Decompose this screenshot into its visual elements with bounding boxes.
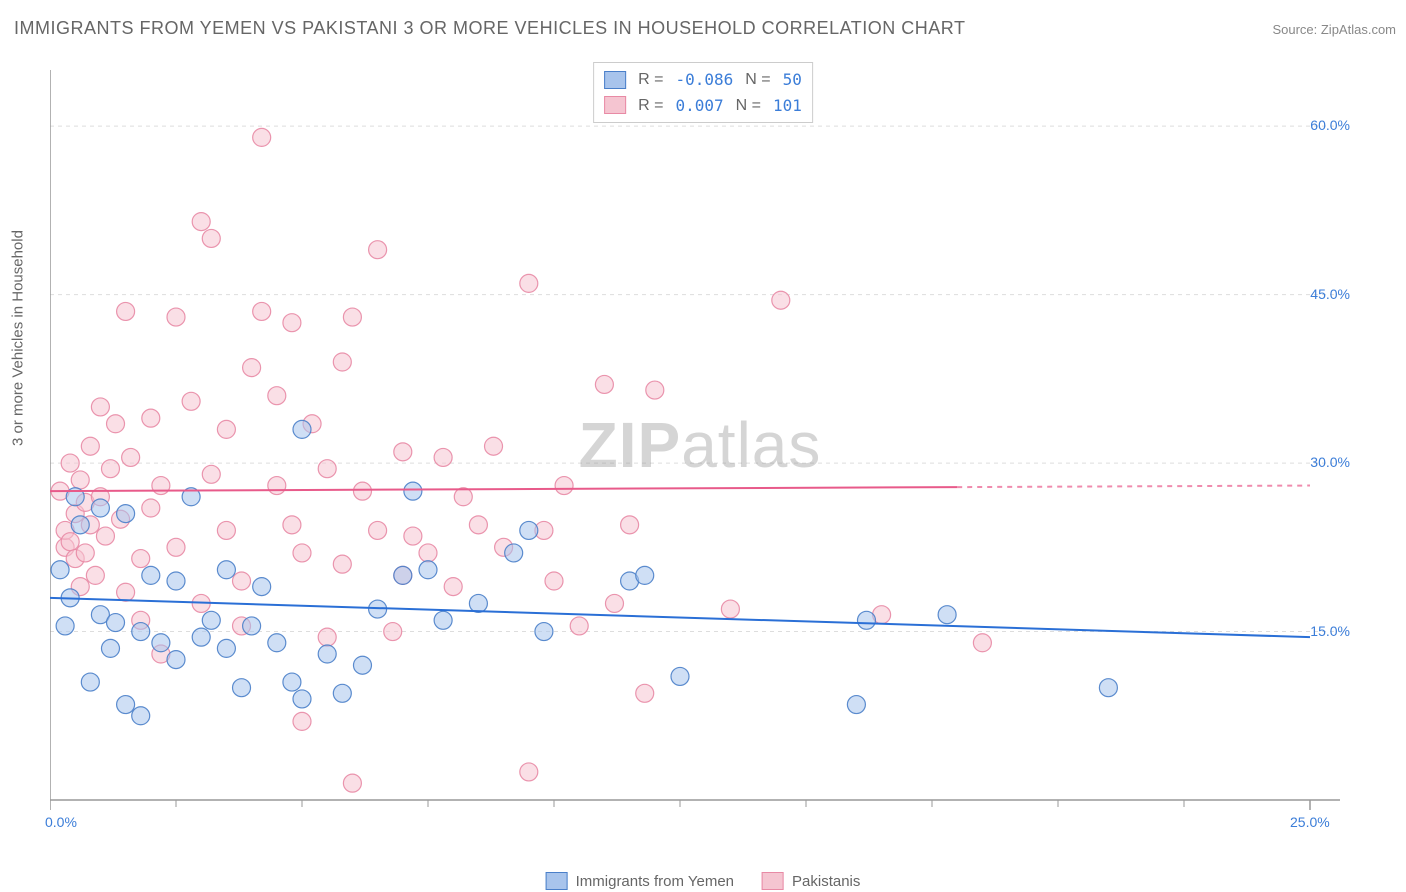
legend-item: Pakistanis [762,872,860,890]
series-swatch [604,96,626,114]
stats-row: R = -0.086 N = 50 [604,67,802,93]
stat-r-label: R = [638,93,663,119]
series-swatch [546,872,568,890]
y-tick-label: 60.0% [1310,117,1350,133]
legend-label: Pakistanis [792,873,860,890]
scatter-plot: ZIPatlas 15.0%30.0%45.0%60.0%0.0%25.0% [50,60,1350,830]
stat-r-label: R = [638,67,663,93]
series-legend: Immigrants from Yemen Pakistanis [546,872,861,890]
stat-n-label: N = [745,67,770,93]
y-tick-label: 30.0% [1310,454,1350,470]
source-attribution: Source: ZipAtlas.com [1272,22,1396,37]
series-swatch [604,71,626,89]
y-axis-label: 3 or more Vehicles in Household [10,230,27,446]
stat-n-value: 50 [783,67,802,93]
y-tick-label: 45.0% [1310,286,1350,302]
series-swatch [762,872,784,890]
chart-svg [50,60,1350,830]
legend-item: Immigrants from Yemen [546,872,734,890]
x-tick-label: 0.0% [45,814,77,830]
stat-r-value: 0.007 [675,93,723,119]
correlation-stats-box: R = -0.086 N = 50 R = 0.007 N = 101 [593,62,813,123]
x-tick-label: 25.0% [1290,814,1330,830]
chart-title: IMMIGRANTS FROM YEMEN VS PAKISTANI 3 OR … [14,18,965,39]
legend-label: Immigrants from Yemen [576,873,734,890]
stat-r-value: -0.086 [675,67,733,93]
y-tick-label: 15.0% [1310,623,1350,639]
stat-n-value: 101 [773,93,802,119]
stat-n-label: N = [736,93,761,119]
stats-row: R = 0.007 N = 101 [604,93,802,119]
